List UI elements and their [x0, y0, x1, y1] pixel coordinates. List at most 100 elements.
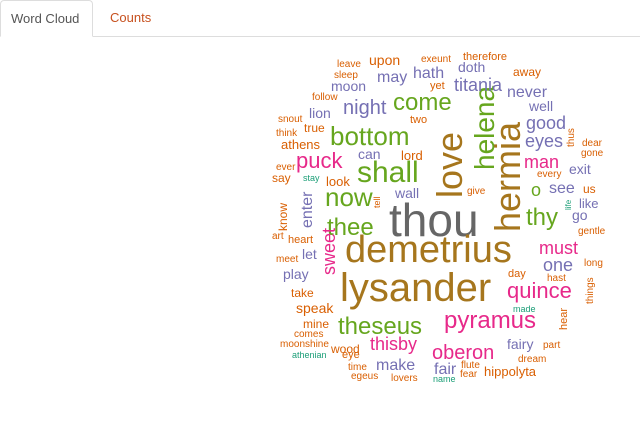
word-thee: thee: [327, 214, 374, 241]
word-athenian: athenian: [292, 350, 327, 360]
word-hermia: hermia: [487, 121, 528, 232]
word-us: us: [583, 182, 596, 196]
word-play: play: [283, 266, 309, 282]
word-eyes: eyes: [525, 131, 563, 151]
word-good: good: [526, 113, 566, 133]
word-give: give: [467, 186, 486, 197]
word-day: day: [508, 268, 526, 280]
word-long: long: [584, 258, 603, 269]
word-comes: comes: [294, 329, 323, 340]
tab-word-cloud[interactable]: Word Cloud: [0, 0, 93, 37]
word-eye: eye: [342, 349, 360, 361]
word-never: never: [507, 84, 548, 101]
word-hear: hear: [558, 308, 570, 330]
word-fear: fear: [460, 369, 478, 380]
word-look: look: [326, 174, 350, 189]
word-exeunt: exeunt: [421, 54, 451, 65]
word-egeus: egeus: [351, 371, 378, 382]
word-things: things: [585, 277, 596, 304]
word-quince: quince: [507, 278, 572, 303]
word-every: every: [537, 169, 561, 180]
word-thy: thy: [526, 204, 558, 231]
word-snout: snout: [278, 114, 303, 125]
word-let: let: [302, 246, 317, 262]
word-well: well: [528, 98, 553, 114]
word-sleep: sleep: [334, 70, 358, 81]
word-dream: dream: [518, 354, 546, 365]
word-leave: leave: [337, 59, 361, 70]
tab-counts[interactable]: Counts: [110, 10, 152, 25]
word-moonshine: moonshine: [280, 339, 329, 350]
word-gentle: gentle: [578, 226, 606, 237]
word-fairy: fairy: [507, 336, 533, 352]
word-must: must: [539, 238, 578, 258]
word-meet: meet: [276, 254, 298, 265]
word-bottom: bottom: [330, 121, 410, 151]
word-away: away: [513, 65, 541, 79]
word-stay: stay: [303, 173, 320, 183]
word-theseus: theseus: [338, 313, 422, 340]
word-exit: exit: [569, 161, 591, 177]
word-moon: moon: [331, 78, 366, 94]
word-sweet: sweet: [319, 228, 339, 275]
word-ever: ever: [276, 162, 296, 173]
word-helena: helena: [469, 85, 500, 170]
word-gone: gone: [581, 148, 604, 159]
word-fair: fair: [434, 361, 457, 378]
word-say: say: [272, 171, 291, 185]
word-part: part: [543, 340, 560, 351]
word-one: one: [543, 255, 573, 275]
word-thisby: thisby: [370, 334, 417, 354]
word-made: made: [513, 304, 536, 314]
word-make: make: [376, 357, 415, 374]
word-name: name: [433, 374, 456, 384]
tab-bar: Word Cloud Counts: [0, 0, 640, 37]
word-speak: speak: [296, 300, 334, 316]
word-follow: follow: [312, 92, 338, 103]
word-o: o: [531, 180, 541, 200]
word-doth: doth: [458, 59, 485, 75]
word-enter: enter: [299, 191, 316, 228]
word-oberon: oberon: [432, 342, 494, 364]
word-pyramus: pyramus: [444, 307, 536, 334]
word-mine: mine: [303, 317, 329, 331]
word-may: may: [377, 69, 407, 86]
word-lysander: lysander: [340, 266, 491, 310]
word-hast: hast: [547, 273, 566, 284]
word-think: think: [276, 128, 298, 139]
word-life: life: [564, 199, 573, 210]
word-true: true: [304, 121, 325, 135]
word-time: time: [348, 362, 367, 373]
word-now: now: [325, 182, 373, 212]
word-like: like: [579, 196, 599, 211]
word-hath: hath: [413, 65, 444, 82]
word-heart: heart: [288, 234, 313, 246]
word-art: art: [272, 231, 284, 242]
word-know: know: [276, 203, 290, 231]
word-upon: upon: [369, 52, 400, 68]
word-athens: athens: [281, 137, 321, 152]
word-titania: titania: [454, 75, 503, 95]
word-hippolyta: hippolyta: [484, 364, 537, 379]
word-thou: thou: [389, 194, 479, 246]
word-yet: yet: [430, 80, 445, 92]
word-lovers: lovers: [391, 373, 418, 384]
word-therefore: therefore: [463, 51, 507, 63]
word-dear: dear: [582, 138, 603, 149]
word-tell: tell: [372, 196, 382, 208]
word-love: love: [429, 132, 470, 198]
word-man: man: [524, 152, 559, 172]
word-wood: wood: [330, 342, 360, 356]
word-go: go: [572, 207, 588, 223]
word-take: take: [291, 286, 314, 300]
word-thus: thus: [566, 128, 577, 147]
word-flute: flute: [461, 360, 480, 371]
word-lord: lord: [401, 148, 423, 163]
word-night: night: [343, 97, 387, 119]
word-lion: lion: [309, 105, 331, 121]
word-puck: puck: [296, 148, 343, 173]
word-can: can: [358, 146, 381, 162]
word-wall: wall: [394, 185, 419, 201]
word-two: two: [410, 114, 427, 126]
